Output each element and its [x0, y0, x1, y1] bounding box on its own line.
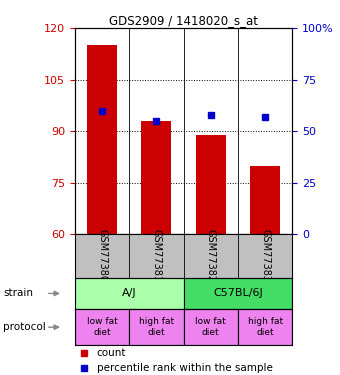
Bar [75, 278, 184, 309]
Text: GSM77383: GSM77383 [260, 230, 270, 282]
Bar [250, 166, 280, 234]
Text: GSM77382: GSM77382 [206, 230, 216, 282]
Bar [184, 309, 238, 345]
Text: strain: strain [3, 288, 33, 298]
Text: high fat
diet: high fat diet [139, 318, 174, 337]
Bar [75, 309, 129, 345]
Bar [129, 309, 184, 345]
Bar [238, 309, 292, 345]
Bar [87, 45, 117, 234]
Text: percentile rank within the sample: percentile rank within the sample [97, 363, 272, 374]
Text: protocol: protocol [3, 322, 46, 332]
Bar [141, 121, 171, 234]
Bar [196, 135, 226, 234]
Bar [184, 278, 292, 309]
Text: low fat
diet: low fat diet [87, 318, 117, 337]
Text: count: count [97, 348, 126, 358]
Text: high fat
diet: high fat diet [248, 318, 283, 337]
Text: GSM77380: GSM77380 [97, 230, 107, 282]
Text: C57BL/6J: C57BL/6J [213, 288, 263, 298]
Text: GSM77381: GSM77381 [151, 230, 162, 282]
Title: GDS2909 / 1418020_s_at: GDS2909 / 1418020_s_at [109, 14, 258, 27]
Text: A/J: A/J [122, 288, 137, 298]
Text: low fat
diet: low fat diet [195, 318, 226, 337]
